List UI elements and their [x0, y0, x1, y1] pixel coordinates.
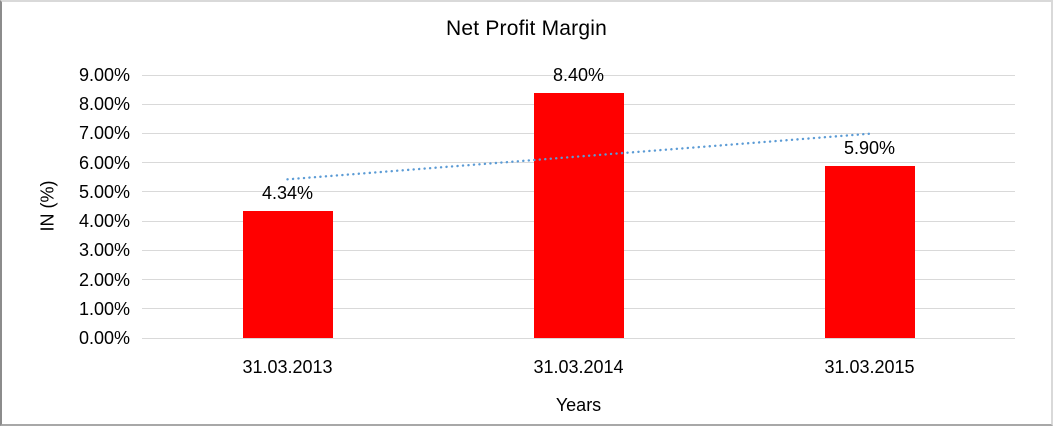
x-axis-category-label: 31.03.2015 [824, 357, 915, 377]
gridline [142, 74, 1015, 76]
y-axis-tick-label: 8.00% [78, 94, 130, 115]
x-axis-title: Years [555, 395, 602, 415]
y-axis-tick-label: 9.00% [78, 65, 130, 85]
x-axis-category-label: 31.03.2013 [242, 357, 333, 377]
y-axis-tick-label: 1.00% [78, 298, 130, 319]
gridline [142, 337, 1015, 339]
y-axis-tick-label: 7.00% [78, 123, 130, 144]
bar-31.03.2015[interactable] [824, 165, 915, 338]
data-label: 4.34% [261, 183, 314, 204]
y-axis-tick-label: 0.00% [78, 328, 130, 348]
y-axis-tick-label: 5.00% [78, 181, 130, 202]
trendline[interactable] [286, 132, 871, 181]
data-label: 5.90% [843, 137, 896, 158]
bar-31.03.2013[interactable] [242, 211, 333, 338]
y-axis-tick-label: 2.00% [78, 269, 130, 290]
x-axis-category-label: 31.03.2014 [533, 357, 624, 377]
data-label: 8.40% [552, 64, 605, 85]
y-axis-tick-label: 4.00% [78, 211, 130, 232]
chart-title: Net Profit Margin [446, 17, 607, 40]
y-axis-tick-label: 6.00% [78, 152, 130, 173]
y-axis-tick-label: 3.00% [78, 240, 130, 261]
bar-31.03.2014[interactable] [533, 92, 624, 338]
